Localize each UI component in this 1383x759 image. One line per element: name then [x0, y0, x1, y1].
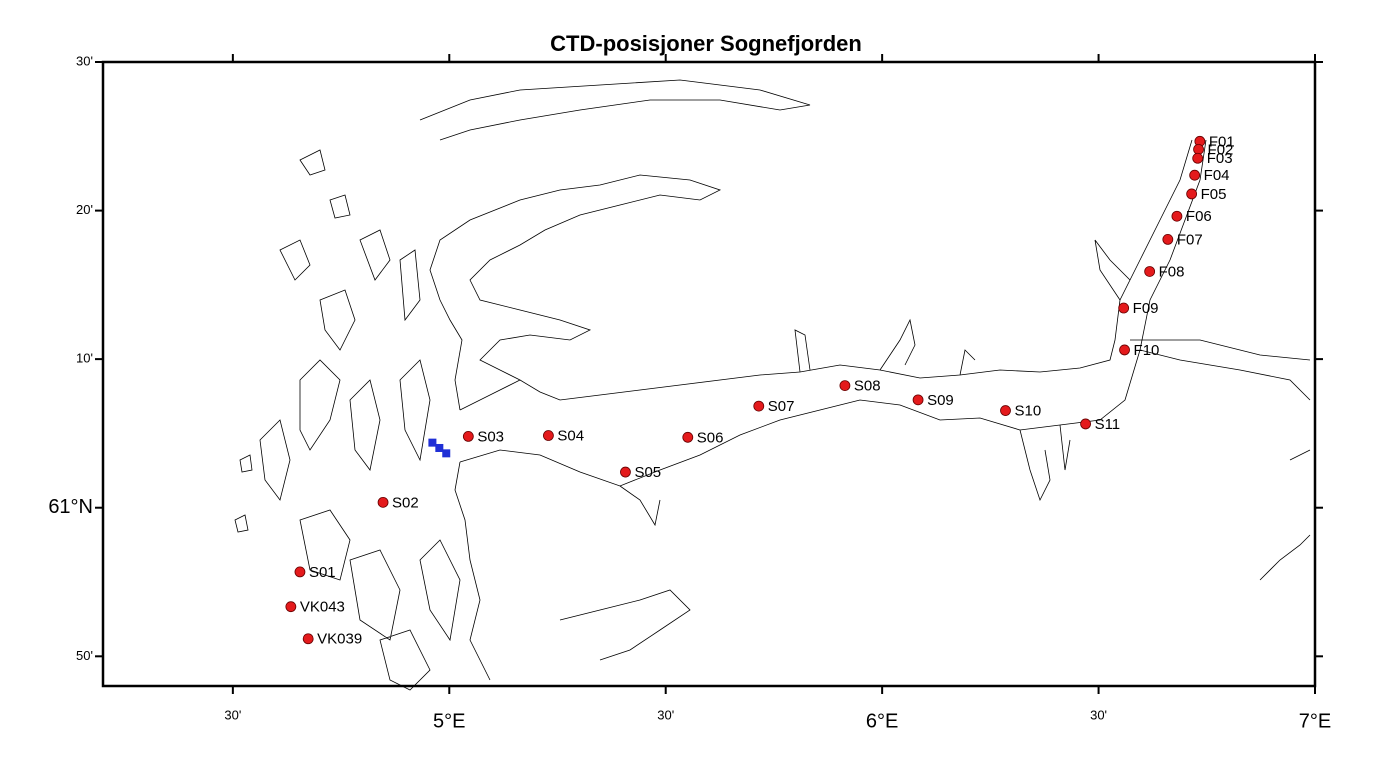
- station-marker: [294, 566, 306, 578]
- station-marker: [302, 633, 314, 645]
- x-tick-label: 7°E: [1299, 710, 1331, 732]
- station-label: F07: [1177, 231, 1203, 248]
- station-marker: [462, 430, 474, 442]
- station-label: VK039: [317, 631, 362, 648]
- station-label: S04: [557, 427, 584, 444]
- station-marker: [1171, 210, 1183, 222]
- station-label: S07: [768, 398, 795, 415]
- coastline: [234, 79, 1311, 691]
- station-marker: [543, 430, 554, 441]
- station-label: VK043: [300, 599, 345, 616]
- x-tick-label: 30': [1090, 707, 1107, 722]
- station-marker: [1193, 143, 1204, 155]
- x-tick-label: 30': [657, 707, 674, 722]
- station-label: S06: [697, 429, 724, 446]
- station-marker: [1162, 233, 1174, 245]
- station-marker: [753, 400, 765, 412]
- station-marker: [1192, 152, 1204, 164]
- station-label: S10: [1015, 403, 1042, 420]
- station-label: S03: [477, 428, 504, 445]
- station-marker: [1186, 188, 1198, 200]
- station-marker: [1118, 302, 1130, 314]
- station-marker: [1189, 169, 1201, 181]
- sample-point: [435, 443, 444, 452]
- station-marker: [1080, 418, 1091, 430]
- y-tick-label: 10': [76, 351, 93, 366]
- station-label: F04: [1204, 167, 1230, 184]
- station-label: F02: [1208, 141, 1234, 158]
- sample-point: [442, 449, 451, 458]
- x-tick-label: 5°E: [433, 710, 465, 732]
- station-label: F09: [1133, 300, 1159, 317]
- station-label: S05: [634, 464, 661, 481]
- station-label: F03: [1207, 150, 1233, 167]
- station-marker: [1119, 344, 1130, 356]
- station-label: S01: [309, 564, 336, 581]
- x-tick-label: 30': [224, 707, 241, 722]
- station-marker: [912, 394, 924, 406]
- x-tick-label: 6°E: [866, 710, 898, 732]
- station-marker: [620, 466, 631, 478]
- y-tick-label: 20': [76, 202, 93, 217]
- station-label: F05: [1201, 186, 1227, 203]
- station-label: S09: [927, 392, 954, 409]
- y-tick-label: 30': [76, 53, 93, 68]
- station-marker: [1144, 266, 1156, 277]
- map-frame: [101, 60, 1317, 688]
- station-marker: [1000, 405, 1011, 416]
- station-marker: [377, 496, 389, 508]
- station-label: F10: [1134, 342, 1160, 359]
- station-label: S08: [854, 378, 881, 395]
- map-title: CTD-posisjoner Sognefjorden: [550, 31, 862, 56]
- station-label: F01: [1209, 133, 1235, 150]
- station-marker: [682, 431, 694, 443]
- station-label: F08: [1159, 263, 1185, 280]
- sample-point: [428, 438, 437, 447]
- y-tick-label: 61°N: [48, 496, 93, 518]
- station-label: F06: [1186, 208, 1212, 225]
- station-label: S02: [392, 494, 419, 511]
- station-label: S11: [1095, 416, 1121, 433]
- station-marker: [839, 380, 851, 391]
- y-tick-label: 50': [76, 648, 93, 663]
- station-marker: [285, 601, 297, 613]
